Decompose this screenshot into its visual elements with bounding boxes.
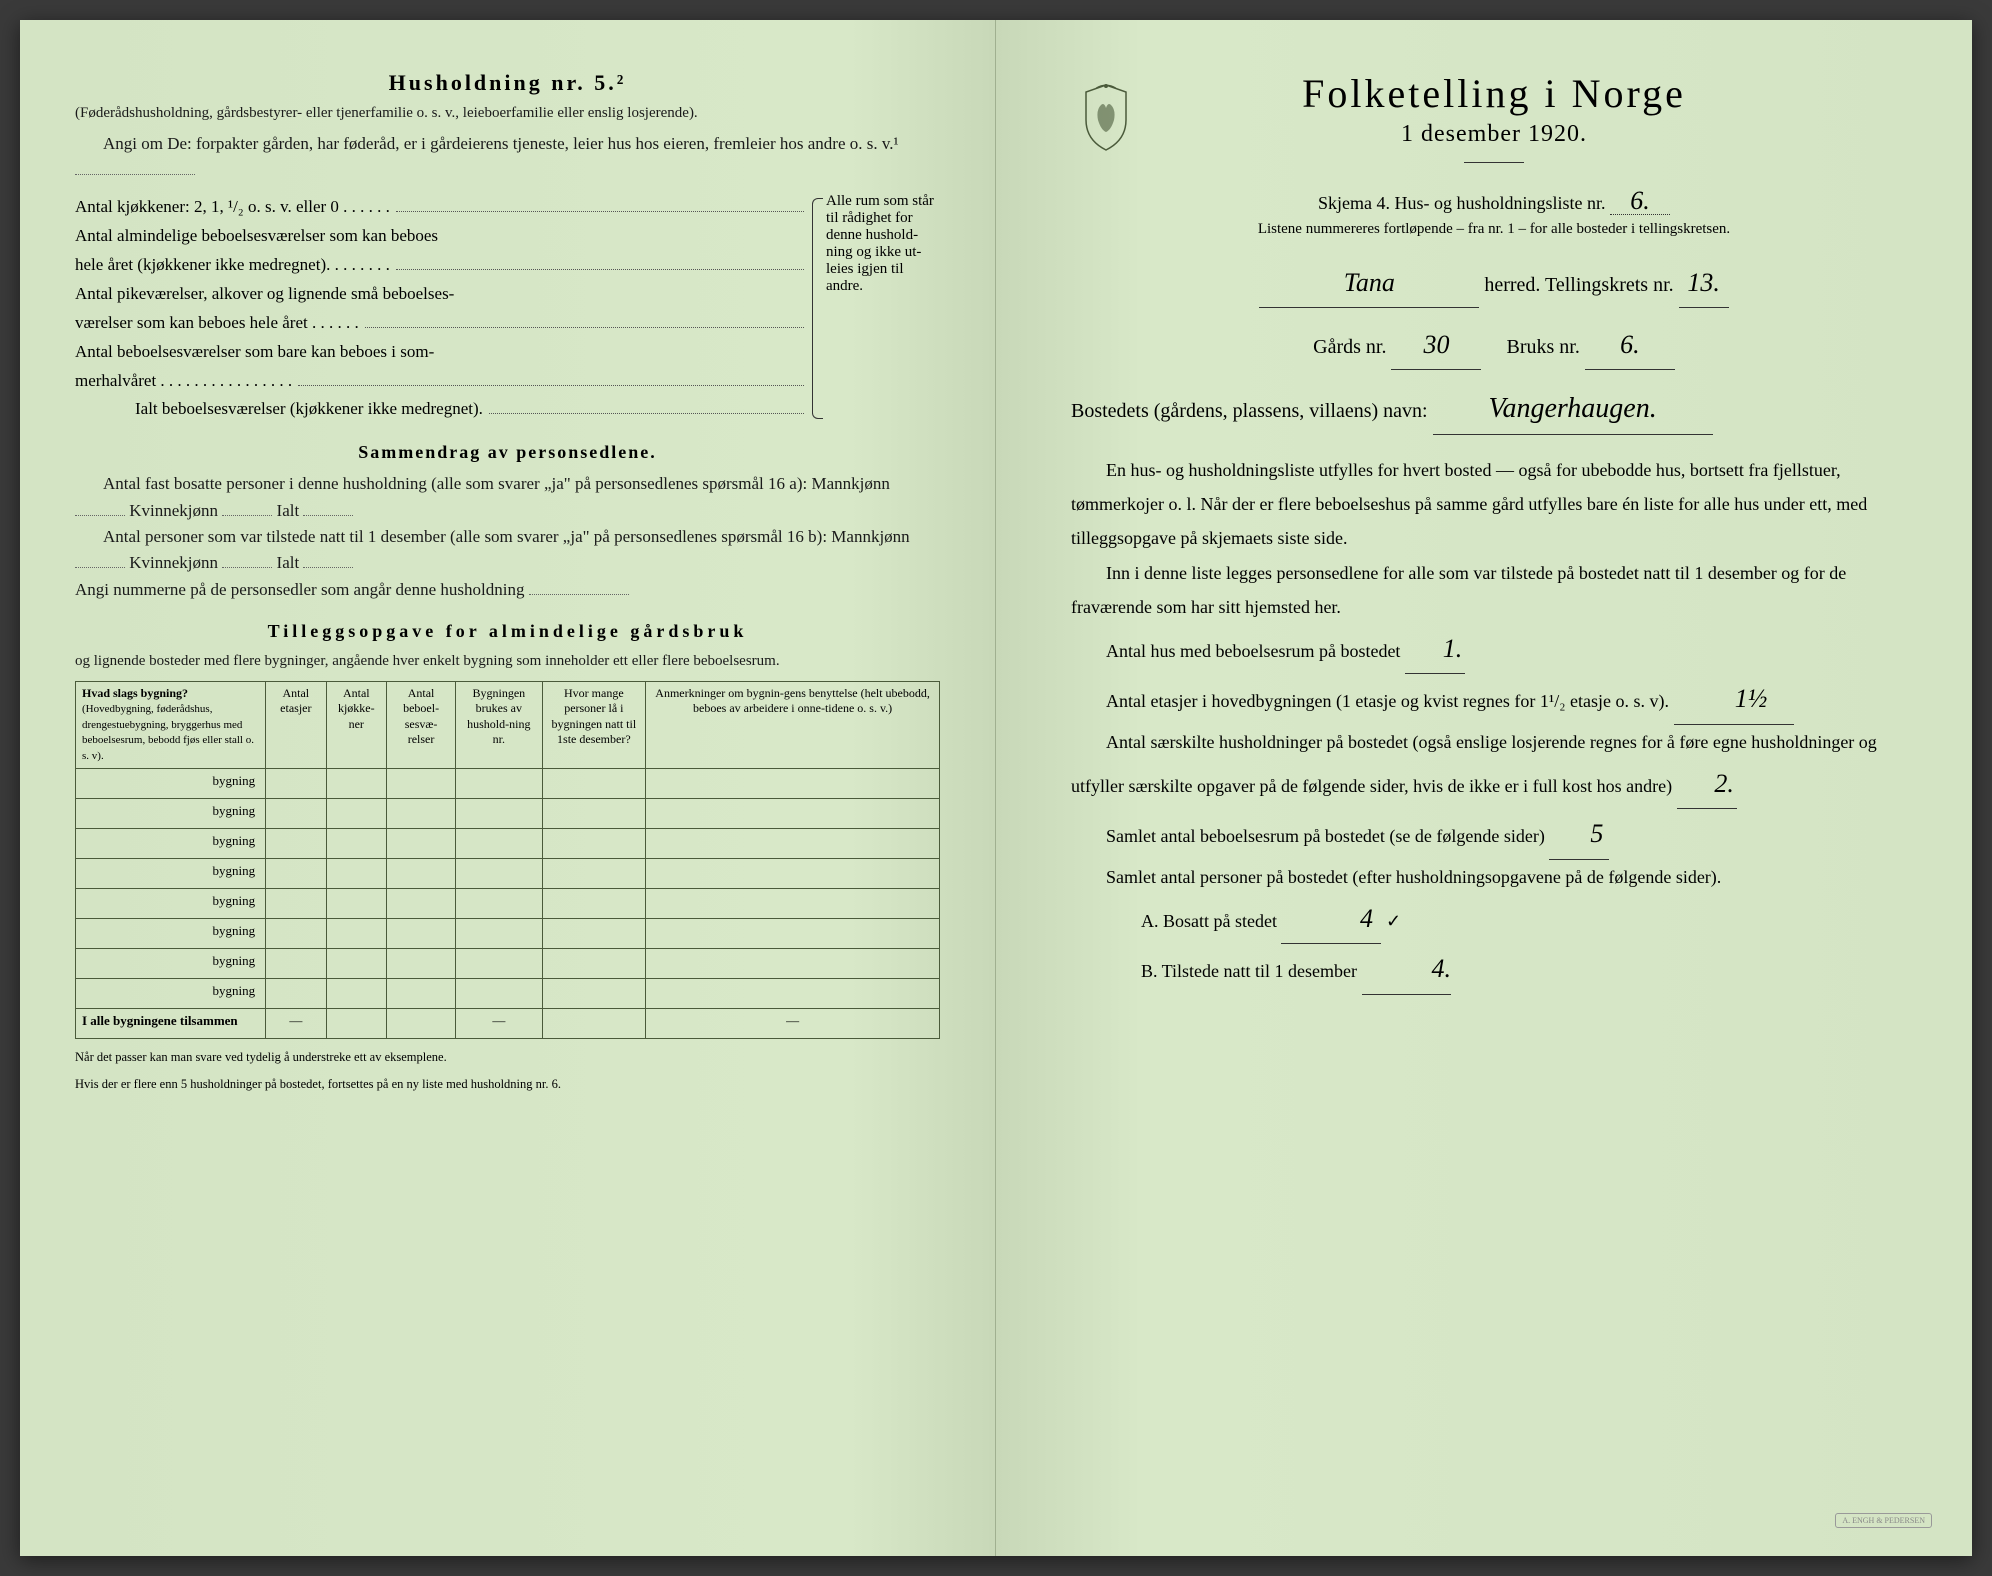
main-title: Folketelling i Norge bbox=[1071, 70, 1917, 117]
q4-row: Samlet antal beboelsesrum på bostedet (s… bbox=[1071, 809, 1917, 859]
title-block: Folketelling i Norge 1 desember 1920. bbox=[1071, 70, 1917, 163]
right-page: Folketelling i Norge 1 desember 1920. Sk… bbox=[996, 20, 1972, 1556]
sammendrag-heading: Sammendrag av personsedlene. bbox=[75, 442, 940, 463]
household5-heading: Husholdning nr. 5.² bbox=[75, 70, 940, 96]
gard-row: Gårds nr. 30 Bruks nr. 6. bbox=[1071, 322, 1917, 370]
tillegg-heading: Tilleggsopgave for almindelige gårdsbruk bbox=[75, 621, 940, 642]
q2-value: 1½ bbox=[1674, 674, 1794, 724]
supplement-table: Hvad slags bygning? (Hovedbygning, føder… bbox=[75, 681, 940, 1039]
brace-note: Alle rum som står til rådighet for denne… bbox=[810, 193, 940, 424]
sam-line1: Antal fast bosatte personer i denne hush… bbox=[75, 471, 940, 524]
document-spread: Husholdning nr. 5.² (Føderådshusholdning… bbox=[20, 20, 1972, 1556]
footnote2: Hvis der er flere enn 5 husholdninger på… bbox=[75, 1076, 940, 1094]
bruk-value: 6. bbox=[1585, 322, 1675, 370]
sam-line2: Antal personer som var tilstede natt til… bbox=[75, 524, 940, 577]
q5a-value: 4 bbox=[1281, 894, 1381, 944]
q3-row: Antal særskilte husholdninger på bostede… bbox=[1071, 725, 1917, 810]
q1-value: 1. bbox=[1405, 624, 1465, 674]
bosted-row: Bostedets (gårdens, plassens, villaens) … bbox=[1071, 384, 1917, 435]
subtitle: 1 desember 1920. bbox=[1071, 121, 1917, 148]
herred-row: Tana herred. Tellingskrets nr. 13. bbox=[1071, 260, 1917, 308]
tillegg-sub: og lignende bosteder med flere bygninger… bbox=[75, 650, 940, 673]
checkmark-icon: ✓ bbox=[1386, 911, 1401, 931]
body-paragraphs: En hus- og husholdningsliste utfylles fo… bbox=[1071, 453, 1917, 995]
household5-sub: (Føderådshusholdning, gårdsbestyrer- ell… bbox=[75, 102, 940, 125]
gard-value: 30 bbox=[1391, 322, 1481, 370]
q5b-row: B. Tilstede natt til 1 desember 4. bbox=[1071, 944, 1917, 994]
numbering-note: Listene nummereres fortløpende – fra nr.… bbox=[1071, 221, 1917, 238]
q5b-value: 4. bbox=[1362, 944, 1452, 994]
table-body: bygning bygning bygning bygning bygning … bbox=[76, 768, 940, 1038]
q4-value: 5 bbox=[1549, 809, 1609, 859]
krets-value: 13. bbox=[1679, 260, 1729, 308]
coat-of-arms-icon bbox=[1076, 80, 1136, 155]
q5-intro: Samlet antal personer på bostedet (efter… bbox=[1071, 860, 1917, 894]
angi-line: Angi om De: forpakter gården, har føderå… bbox=[75, 131, 940, 184]
rooms-block: Antal kjøkkener: 2, 1, ¹/₂ o. s. v. elle… bbox=[75, 193, 940, 424]
printer-stamp: A. ENGH & PEDERSEN bbox=[1835, 1513, 1932, 1528]
q5a-row: A. Bosatt på stedet 4 ✓ bbox=[1071, 894, 1917, 944]
herred-value: Tana bbox=[1259, 260, 1479, 308]
footnote1: Når det passer kan man svare ved tydelig… bbox=[75, 1049, 940, 1067]
schema-line: Skjema 4. Hus- og husholdningsliste nr. … bbox=[1071, 188, 1917, 215]
q2-row: Antal etasjer i hovedbygningen (1 etasje… bbox=[1071, 674, 1917, 724]
q1-row: Antal hus med beboelsesrum på bostedet 1… bbox=[1071, 624, 1917, 674]
bosted-value: Vangerhaugen. bbox=[1433, 384, 1713, 435]
para1: En hus- og husholdningsliste utfylles fo… bbox=[1071, 453, 1917, 556]
list-nr-value: 6. bbox=[1610, 188, 1670, 215]
sam-line3: Angi nummerne på de personsedler som ang… bbox=[75, 577, 940, 603]
left-page: Husholdning nr. 5.² (Føderådshusholdning… bbox=[20, 20, 996, 1556]
q3-value: 2. bbox=[1677, 759, 1737, 809]
para2: Inn i denne liste legges personsedlene f… bbox=[1071, 556, 1917, 624]
